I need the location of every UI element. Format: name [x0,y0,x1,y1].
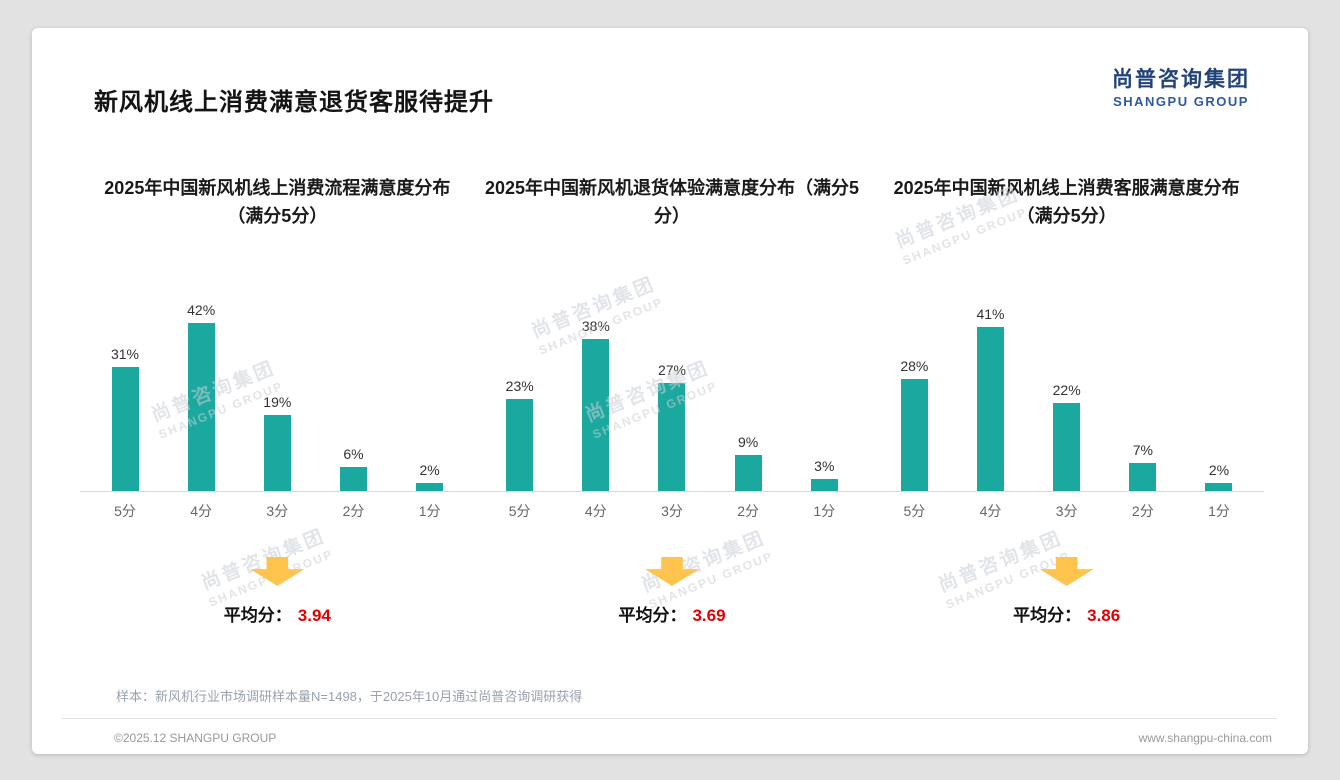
x-axis-label: 1分 [1208,503,1230,519]
bar [582,339,610,491]
x-axis: 5分 4分 3分 2分 1分 [869,491,1265,521]
bar-value-label: 41% [976,306,1005,322]
bar [187,323,215,491]
bar-value-label: 9% [738,434,759,450]
chart-title: 2025年中国新风机退货体验满意度分布（满分5分） [484,178,860,226]
bars-area: 31% 42% 19% 6% 2% [80,295,475,491]
x-axis-label: 2分 [1131,503,1154,519]
bar [810,479,838,491]
bar-value-label: 31% [110,346,140,362]
bar-group: 22% [1038,382,1096,491]
bars-area: 28% 41% 22% 7% 2% [869,295,1264,491]
brand-logo: 尚普咨询集团 SHANGPU GROUP [1112,68,1250,110]
footer-copyright: ©2025.12 SHANGPU GROUP [114,731,277,745]
bar-value-label: 2% [1208,462,1230,478]
bar [1053,403,1081,491]
bar-value-label: 3% [814,458,835,474]
bar-value-label: 2% [419,462,440,478]
bar-chart: 28% 41% 22% 7% 2% 5分 4分 3分 2分 1分 [869,295,1265,521]
bar-group: 6% [324,446,382,491]
bar-value-label: 7% [1132,442,1153,458]
chart-block-service-satisfaction: 2025年中国新风机线上消费客服满意度分布（满分5分） 28% 41% 22% 7% 2… [869,175,1265,626]
x-axis: 5分 4分 3分 2分 1分 [80,491,475,521]
down-arrow-icon [1039,557,1094,586]
bar-group: 2% [1190,462,1248,491]
slide-card: 尚普咨询集团 SHANGPU GROUP 尚普咨询集团 SHANGPU GROU… [32,28,1308,754]
x-axis-label: 5分 [903,503,926,519]
bar-group: 2% [401,462,459,491]
chart-title: 2025年中国新风机线上消费流程满意度分布（满分5分） [104,178,451,226]
bar-value-label: 23% [505,378,534,394]
brand-logo-en: SHANGPU GROUP [1113,94,1249,110]
bar [416,483,444,491]
x-axis-label: 3分 [266,503,289,519]
footer-website: www.shangpu-china.com [1138,731,1272,745]
average-score: 平均分： 3.94 [224,601,331,626]
bar [658,383,686,491]
page-title: 新风机线上消费满意退货客服待提升 [94,89,494,116]
average-score: 平均分： 3.86 [1013,601,1120,626]
bar-group: 19% [248,394,306,491]
bar [734,455,762,491]
x-axis-label: 5分 [508,503,531,519]
bar-value-label: 28% [900,358,929,374]
x-axis-label: 4分 [584,503,607,519]
bar-group: 3% [795,458,853,491]
bar [263,415,291,491]
x-axis: 5分 4分 3分 2分 1分 [474,491,870,521]
bars-area: 23% 38% 27% 9% 3% [475,295,870,491]
bar-group: 42% [172,302,230,491]
bar-group: 7% [1114,442,1172,491]
chart-title: 2025年中国新风机线上消费客服满意度分布（满分5分） [893,178,1240,226]
bar [1129,463,1157,491]
footer: ©2025.12 SHANGPU GROUP www.shangpu-china… [62,718,1278,754]
bar-group: 23% [491,378,549,491]
x-axis-label: 3分 [661,503,683,519]
chart-block-return-satisfaction: 2025年中国新风机退货体验满意度分布（满分5分） 23% 38% 27% 9% 3% … [474,175,870,626]
down-arrow-icon [250,557,305,586]
x-axis-label: 2分 [342,503,365,519]
bar-group: 27% [643,362,701,491]
average-label: 平均分： [223,606,292,625]
average-value: 3.94 [297,606,331,625]
down-arrow-icon [645,557,699,586]
bar-group: 31% [96,346,154,491]
bar-group: 28% [885,358,943,491]
brand-logo-cn: 尚普咨询集团 [1112,68,1250,91]
bar-value-label: 6% [343,446,364,462]
bar-value-label: 22% [1052,382,1081,398]
average-value: 3.86 [1087,606,1121,625]
bar-value-label: 38% [581,318,610,334]
charts-row: 2025年中国新风机线上消费流程满意度分布（满分5分） 31% 42% 19% 6% 2… [32,117,1308,626]
bar [506,399,534,491]
x-axis-label: 4分 [190,503,213,519]
x-axis-label: 2分 [737,503,760,519]
bar-chart: 23% 38% 27% 9% 3% 5分 4分 3分 2分 1分 [474,295,870,521]
bar-value-label: 19% [263,394,292,410]
bar-chart: 31% 42% 19% 6% 2% 5分 4分 3分 2分 1分 [80,295,475,521]
bar [900,379,928,491]
bar-value-label: 27% [657,362,686,378]
bar-group: 9% [719,434,777,491]
x-axis-label: 3分 [1055,503,1078,519]
bar-group: 41% [962,306,1020,491]
x-axis-label: 5分 [114,503,136,519]
average-label: 平均分： [618,606,687,625]
average-value: 3.69 [692,606,726,625]
sample-footnote: 样本：新风机行业市场调研样本量N=1498，于2025年10月通过尚普咨询调研获… [116,689,583,704]
x-axis-label: 4分 [979,503,1002,519]
bar-value-label: 42% [187,302,216,318]
bar [1205,483,1233,491]
average-score: 平均分： 3.69 [618,601,725,626]
x-axis-label: 1分 [813,503,836,519]
chart-block-process-satisfaction: 2025年中国新风机线上消费流程满意度分布（满分5分） 31% 42% 19% 6% 2… [80,175,475,626]
bar [977,327,1004,491]
bar-group: 38% [567,318,625,491]
x-axis-label: 1分 [418,503,441,519]
bar [339,467,367,491]
bar [111,367,139,491]
header: 新风机线上消费满意退货客服待提升 尚普咨询集团 SHANGPU GROUP [32,28,1308,117]
average-label: 平均分： [1013,606,1082,625]
